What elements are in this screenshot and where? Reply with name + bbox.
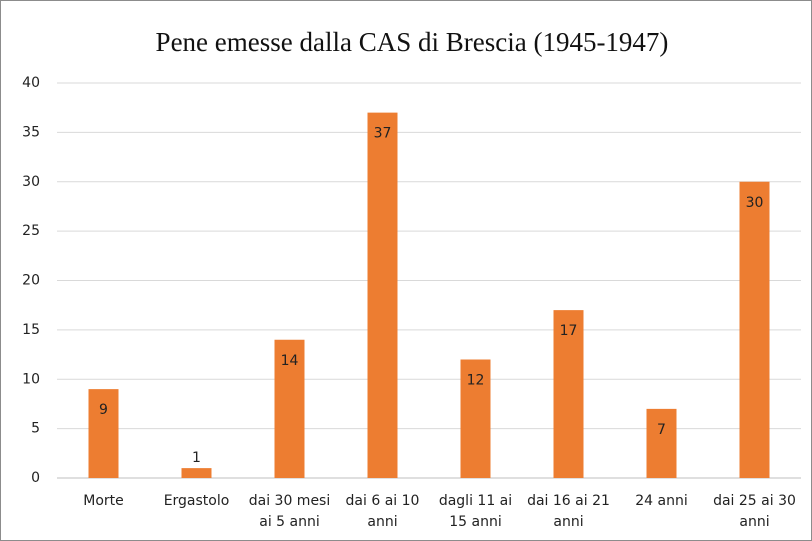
bar [646, 408, 677, 478]
value-label: 1 [192, 450, 201, 466]
bar [181, 468, 212, 478]
x-tick-label: dai 30 mesi ai 5 anni [248, 493, 331, 530]
bar [367, 112, 398, 478]
chart-title: Pene emesse dalla CAS di Brescia (1945-1… [156, 27, 669, 57]
bar [739, 181, 770, 478]
value-label: 9 [99, 402, 108, 418]
y-tick-label: 0 [31, 470, 40, 486]
x-tick-label: dagli 11 ai 15 anni [438, 493, 513, 530]
x-tick-label: dai 25 ai 30 anni [713, 493, 796, 530]
y-tick-label: 40 [22, 75, 40, 91]
value-label: 7 [657, 422, 666, 438]
value-label: 14 [281, 353, 299, 369]
value-label: 37 [374, 126, 392, 142]
x-tick-label: 24 anni [635, 493, 688, 509]
y-tick-label: 5 [31, 421, 40, 437]
y-tick-label: 20 [22, 273, 40, 289]
bar [88, 389, 119, 478]
x-tick-label: Ergastolo [163, 493, 230, 509]
bar [274, 339, 305, 478]
x-tick-label: Morte [83, 493, 124, 509]
y-tick-label: 10 [22, 371, 40, 387]
value-label: 30 [746, 195, 764, 211]
x-tick-label: dai 16 ai 21 anni [527, 493, 610, 530]
y-tick-label: 25 [22, 223, 40, 239]
value-label: 17 [560, 323, 578, 339]
y-tick-label: 35 [22, 124, 40, 140]
x-tick-label: dai 6 ai 10 anni [345, 493, 420, 530]
bar [460, 359, 491, 478]
value-label: 12 [467, 373, 485, 389]
y-tick-label: 15 [22, 322, 40, 338]
bar [553, 310, 584, 478]
y-tick-label: 30 [22, 174, 40, 190]
